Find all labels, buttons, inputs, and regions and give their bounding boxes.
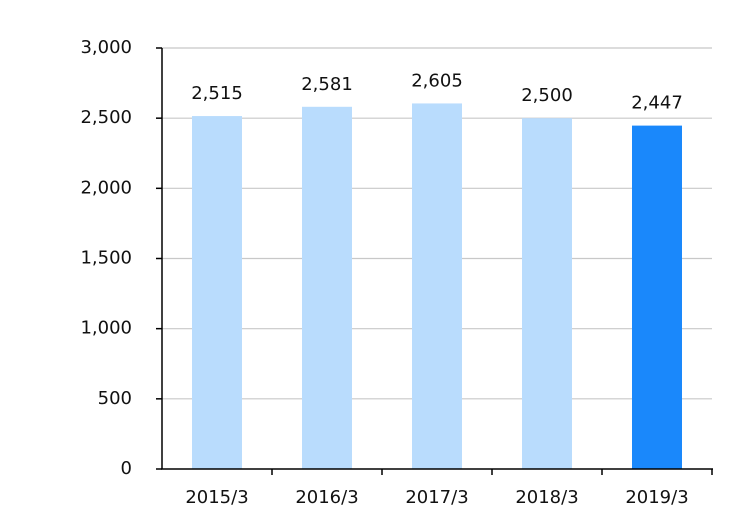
y-tick-label: 2,000 <box>80 177 132 198</box>
value-label: 2,515 <box>191 83 243 104</box>
x-tick-label: 2019/3 <box>625 487 688 508</box>
y-tick-label: 500 <box>98 388 132 409</box>
x-tick-label: 2017/3 <box>405 487 468 508</box>
bar <box>302 106 352 469</box>
x-tick-label: 2016/3 <box>295 487 358 508</box>
bars <box>192 103 682 470</box>
y-tick-label: 0 <box>121 458 132 479</box>
bar <box>522 118 572 470</box>
y-tick-label: 1,500 <box>80 248 132 269</box>
bar <box>412 103 462 469</box>
y-tick-label: 3,000 <box>80 37 132 58</box>
value-label: 2,605 <box>411 70 463 91</box>
bar <box>192 116 242 469</box>
y-tick-label: 2,500 <box>80 107 132 128</box>
value-label: 2,581 <box>301 74 353 95</box>
labels: 0 500 1,000 1,500 2,000 2,500 3,000 2015/3 2,515… <box>80 37 688 508</box>
value-label: 2,447 <box>631 93 683 114</box>
value-label: 2,500 <box>521 85 573 106</box>
x-tick-label: 2015/3 <box>185 487 248 508</box>
y-tick-label: 1,000 <box>80 318 132 339</box>
x-tick-label: 2018/3 <box>515 487 578 508</box>
bar <box>632 125 682 469</box>
